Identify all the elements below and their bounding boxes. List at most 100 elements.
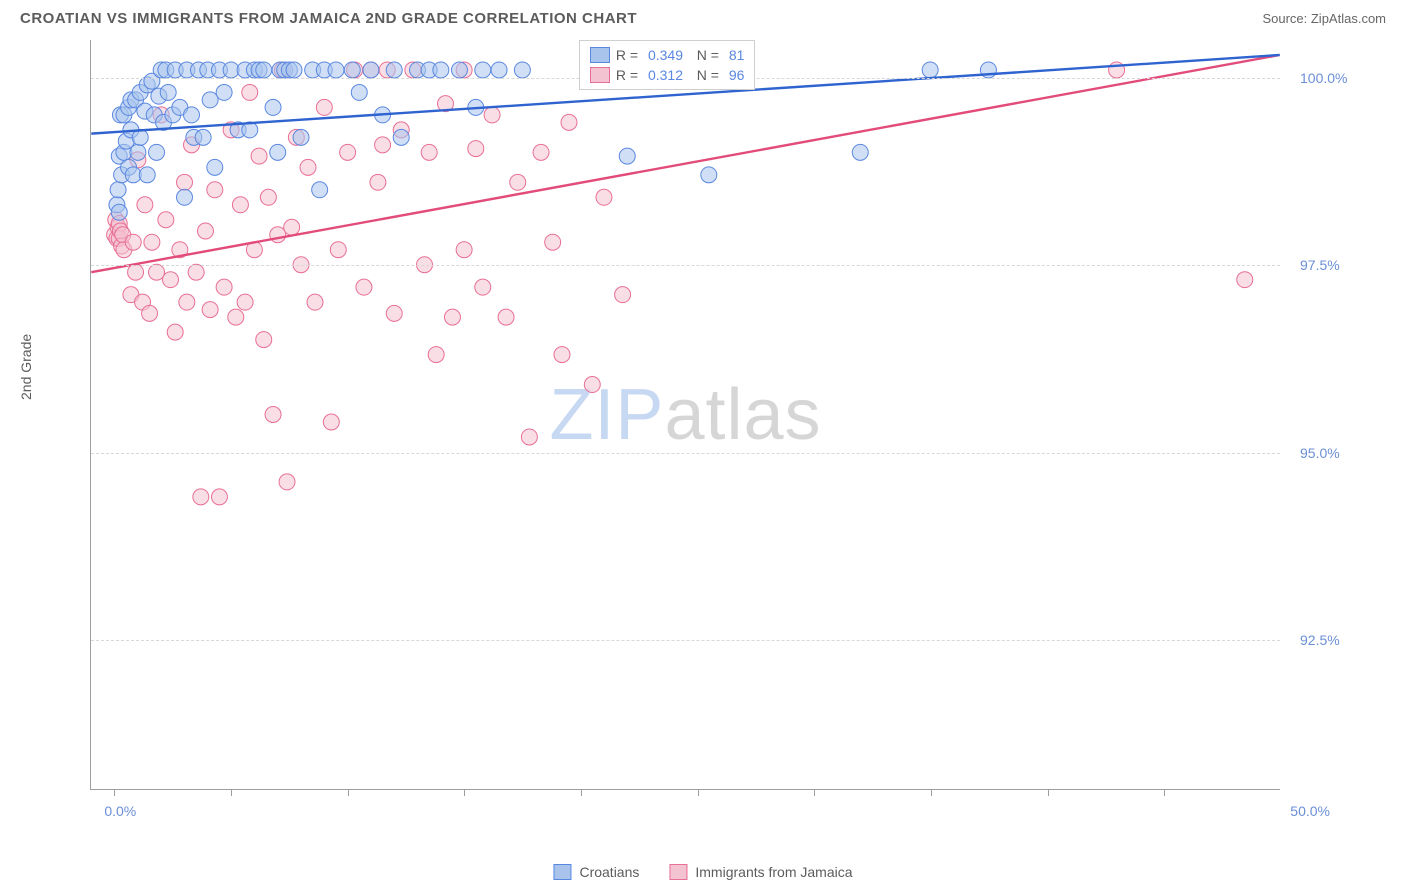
scatter-point-blue — [475, 62, 491, 78]
scatter-point-pink — [370, 174, 386, 190]
scatter-point-pink — [300, 159, 316, 175]
scatter-point-blue — [701, 167, 717, 183]
r-label: R = — [616, 67, 638, 83]
n-label: N = — [689, 47, 719, 63]
y-tick-label: 100.0% — [1300, 70, 1370, 86]
scatter-point-pink — [421, 144, 437, 160]
scatter-point-blue — [491, 62, 507, 78]
scatter-point-pink — [554, 347, 570, 363]
stats-swatch-blue — [590, 47, 610, 63]
chart-svg — [91, 40, 1280, 789]
scatter-point-blue — [393, 129, 409, 145]
scatter-point-pink — [177, 174, 193, 190]
x-tick — [114, 789, 115, 796]
x-tick — [581, 789, 582, 796]
scatter-point-pink — [197, 223, 213, 239]
scatter-point-pink — [596, 189, 612, 205]
plot-wrapper: ZIPatlas 100.0%97.5%95.0%92.5%0.0%50.0%R… — [90, 40, 1280, 790]
x-tick — [348, 789, 349, 796]
scatter-point-pink — [211, 489, 227, 505]
scatter-point-pink — [356, 279, 372, 295]
bottom-legend: Croatians Immigrants from Jamaica — [553, 864, 852, 880]
stats-row: R = 0.312 N = 96 — [586, 65, 749, 85]
scatter-point-pink — [163, 272, 179, 288]
plot-area: ZIPatlas 100.0%97.5%95.0%92.5%0.0%50.0%R… — [90, 40, 1280, 790]
scatter-point-pink — [158, 212, 174, 228]
scatter-point-blue — [184, 107, 200, 123]
y-axis-label: 2nd Grade — [18, 334, 34, 400]
scatter-point-pink — [202, 302, 218, 318]
scatter-point-blue — [363, 62, 379, 78]
scatter-point-pink — [484, 107, 500, 123]
r-value: 0.312 — [644, 67, 683, 83]
scatter-point-blue — [270, 144, 286, 160]
scatter-point-pink — [142, 305, 158, 321]
x-tick — [1048, 789, 1049, 796]
scatter-point-pink — [279, 474, 295, 490]
scatter-point-pink — [188, 264, 204, 280]
scatter-point-pink — [375, 137, 391, 153]
scatter-point-pink — [284, 219, 300, 235]
scatter-point-pink — [144, 234, 160, 250]
scatter-point-pink — [256, 332, 272, 348]
x-tick-label-right: 50.0% — [1290, 803, 1330, 819]
legend-swatch-pink — [669, 864, 687, 880]
scatter-point-pink — [242, 84, 258, 100]
scatter-point-pink — [533, 144, 549, 160]
r-value: 0.349 — [644, 47, 683, 63]
y-tick-label: 97.5% — [1300, 257, 1370, 273]
y-tick-label: 95.0% — [1300, 445, 1370, 461]
gridline — [91, 453, 1280, 454]
stats-legend: R = 0.349 N = 81R = 0.312 N = 96 — [579, 40, 756, 90]
scatter-point-blue — [514, 62, 530, 78]
scatter-point-pink — [228, 309, 244, 325]
scatter-point-pink — [149, 264, 165, 280]
legend-item-jamaica: Immigrants from Jamaica — [669, 864, 852, 880]
scatter-point-blue — [149, 144, 165, 160]
scatter-point-pink — [265, 407, 281, 423]
scatter-point-pink — [561, 114, 577, 130]
legend-label-jamaica: Immigrants from Jamaica — [695, 864, 852, 880]
scatter-point-blue — [202, 92, 218, 108]
scatter-point-pink — [167, 324, 183, 340]
scatter-point-blue — [433, 62, 449, 78]
scatter-point-pink — [615, 287, 631, 303]
x-tick-label-left: 0.0% — [104, 803, 136, 819]
scatter-point-pink — [521, 429, 537, 445]
scatter-point-blue — [852, 144, 868, 160]
n-value: 81 — [725, 47, 744, 63]
legend-label-croatians: Croatians — [579, 864, 639, 880]
scatter-point-pink — [456, 242, 472, 258]
scatter-point-blue — [110, 182, 126, 198]
scatter-point-pink — [251, 148, 267, 164]
scatter-point-pink — [498, 309, 514, 325]
scatter-point-blue — [216, 84, 232, 100]
scatter-point-blue — [195, 129, 211, 145]
scatter-point-pink — [428, 347, 444, 363]
scatter-point-pink — [232, 197, 248, 213]
scatter-point-blue — [451, 62, 467, 78]
scatter-point-pink — [545, 234, 561, 250]
legend-item-croatians: Croatians — [553, 864, 639, 880]
stats-row: R = 0.349 N = 81 — [586, 45, 749, 65]
scatter-point-pink — [179, 294, 195, 310]
scatter-point-pink — [330, 242, 346, 258]
scatter-point-pink — [323, 414, 339, 430]
chart-title: CROATIAN VS IMMIGRANTS FROM JAMAICA 2ND … — [20, 10, 637, 27]
scatter-point-pink — [444, 309, 460, 325]
scatter-point-blue — [265, 99, 281, 115]
scatter-point-pink — [316, 99, 332, 115]
scatter-point-blue — [619, 148, 635, 164]
scatter-point-pink — [584, 377, 600, 393]
scatter-point-blue — [130, 144, 146, 160]
x-tick — [698, 789, 699, 796]
stats-swatch-pink — [590, 67, 610, 83]
scatter-point-blue — [386, 62, 402, 78]
scatter-point-pink — [307, 294, 323, 310]
r-label: R = — [616, 47, 638, 63]
scatter-point-pink — [237, 294, 253, 310]
n-label: N = — [689, 67, 719, 83]
scatter-point-blue — [256, 62, 272, 78]
n-value: 96 — [725, 67, 744, 83]
scatter-point-pink — [475, 279, 491, 295]
